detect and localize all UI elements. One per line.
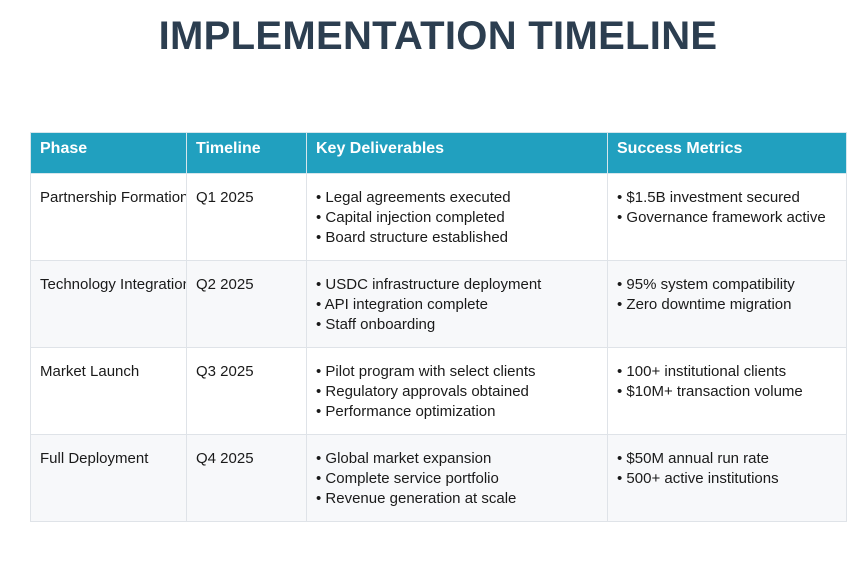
deliverables-cell: • USDC infrastructure deployment • API i… xyxy=(306,260,608,348)
deliverable-item: • Performance optimization xyxy=(316,403,496,420)
timeline-cell: Q3 2025 xyxy=(186,347,307,435)
deliverable-item: • Global market expansion xyxy=(316,450,492,467)
metric-item: • $50M annual run rate xyxy=(617,450,770,467)
deliverable-item: • Staff onboarding xyxy=(316,316,436,333)
header-key-deliverables: Key Deliverables xyxy=(306,132,608,174)
phase-cell: Full Deployment xyxy=(30,434,187,522)
metric-item: • 100+ institutional clients xyxy=(617,363,787,380)
table-row: Market Launch Q3 2025 • Pilot program wi… xyxy=(30,347,847,435)
deliverable-item: • Complete service portfolio xyxy=(316,470,499,487)
deliverable-item: • Pilot program with select clients xyxy=(316,363,536,380)
phase-cell: Technology Integration xyxy=(30,260,187,348)
table-row: Partnership Formation Q1 2025 • Legal ag… xyxy=(30,173,847,261)
header-timeline: Timeline xyxy=(186,132,307,174)
metric-item: • Governance framework active xyxy=(617,209,826,226)
deliverable-item: • Board structure established xyxy=(316,229,509,246)
metric-item: • $10M+ transaction volume xyxy=(617,383,803,400)
metric-item: • Zero downtime migration xyxy=(617,296,792,313)
table-row: Full Deployment Q4 2025 • Global market … xyxy=(30,434,847,522)
metrics-cell: • 100+ institutional clients • $10M+ tra… xyxy=(607,347,847,435)
deliverables-cell: • Global market expansion • Complete ser… xyxy=(306,434,608,522)
timeline-cell: Q2 2025 xyxy=(186,260,307,348)
metrics-cell: • 95% system compatibility • Zero downti… xyxy=(607,260,847,348)
timeline-cell: Q4 2025 xyxy=(186,434,307,522)
deliverable-item: • Regulatory approvals obtained xyxy=(316,383,529,400)
phase-cell: Partnership Formation xyxy=(30,173,187,261)
metric-item: • 500+ active institutions xyxy=(617,470,779,487)
deliverable-item: • API integration complete xyxy=(316,296,489,313)
header-phase: Phase xyxy=(30,132,187,174)
phase-cell: Market Launch xyxy=(30,347,187,435)
header-success-metrics: Success Metrics xyxy=(607,132,847,174)
deliverable-item: • Capital injection completed xyxy=(316,209,505,226)
deliverable-item: • Legal agreements executed xyxy=(316,189,511,206)
table-row: Technology Integration Q2 2025 • USDC in… xyxy=(30,260,847,348)
timeline-table: Phase Timeline Key Deliverables Success … xyxy=(30,132,847,522)
deliverables-cell: • Legal agreements executed • Capital in… xyxy=(306,173,608,261)
deliverable-item: • Revenue generation at scale xyxy=(316,490,517,507)
metric-item: • 95% system compatibility xyxy=(617,276,795,293)
metrics-cell: • $50M annual run rate • 500+ active ins… xyxy=(607,434,847,522)
deliverables-cell: • Pilot program with select clients • Re… xyxy=(306,347,608,435)
deliverable-item: • USDC infrastructure deployment xyxy=(316,276,542,293)
page-title: IMPLEMENTATION TIMELINE xyxy=(158,14,718,58)
metric-item: • $1.5B investment secured xyxy=(617,189,800,206)
timeline-cell: Q1 2025 xyxy=(186,173,307,261)
metrics-cell: • $1.5B investment secured • Governance … xyxy=(607,173,847,261)
table-header-row: Phase Timeline Key Deliverables Success … xyxy=(30,132,847,174)
